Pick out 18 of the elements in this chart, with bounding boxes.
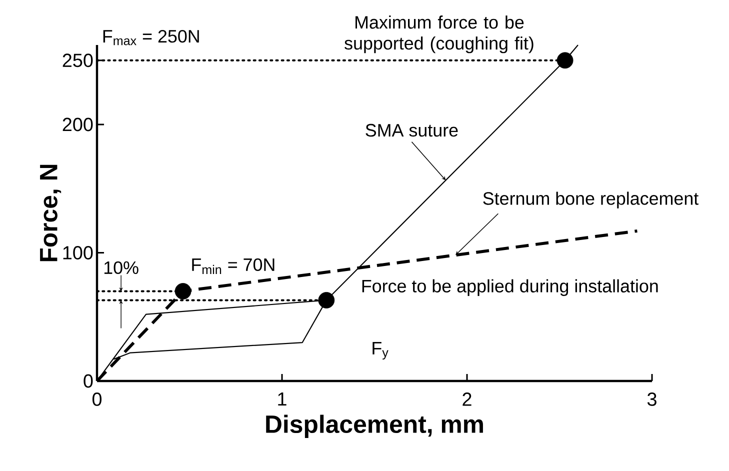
- y-tick-label: 200: [62, 118, 93, 132]
- annotation: F$_{max}$ = 250N: [103, 30, 199, 46]
- ref-line-label: Force to be applied during installation: [362, 279, 658, 296]
- y-axis-title: Force, N: [40, 164, 62, 262]
- annotation: F$_{y}$: [372, 342, 388, 360]
- x-tick-label: 0: [92, 392, 102, 406]
- ref-line-label: F$_{min}$ = 70N: [192, 258, 274, 274]
- y-tick-label: 100: [63, 246, 93, 260]
- y-tick-label: 0: [84, 374, 93, 388]
- x-tick-label: 3: [647, 392, 656, 406]
- series-label: SMA suture: [366, 124, 458, 137]
- text: Sternum bone replacement: [483, 192, 699, 208]
- annotation: 10%: [104, 261, 138, 274]
- x-tick-label: 2: [462, 392, 472, 406]
- ref-line-label: Maximum force to be supported (coughing fit): [344, 16, 534, 54]
- x-tick-label: 1: [278, 392, 286, 406]
- x-axis-title: Displacement, mm: [266, 414, 483, 438]
- y-tick-label: 250: [62, 54, 93, 68]
